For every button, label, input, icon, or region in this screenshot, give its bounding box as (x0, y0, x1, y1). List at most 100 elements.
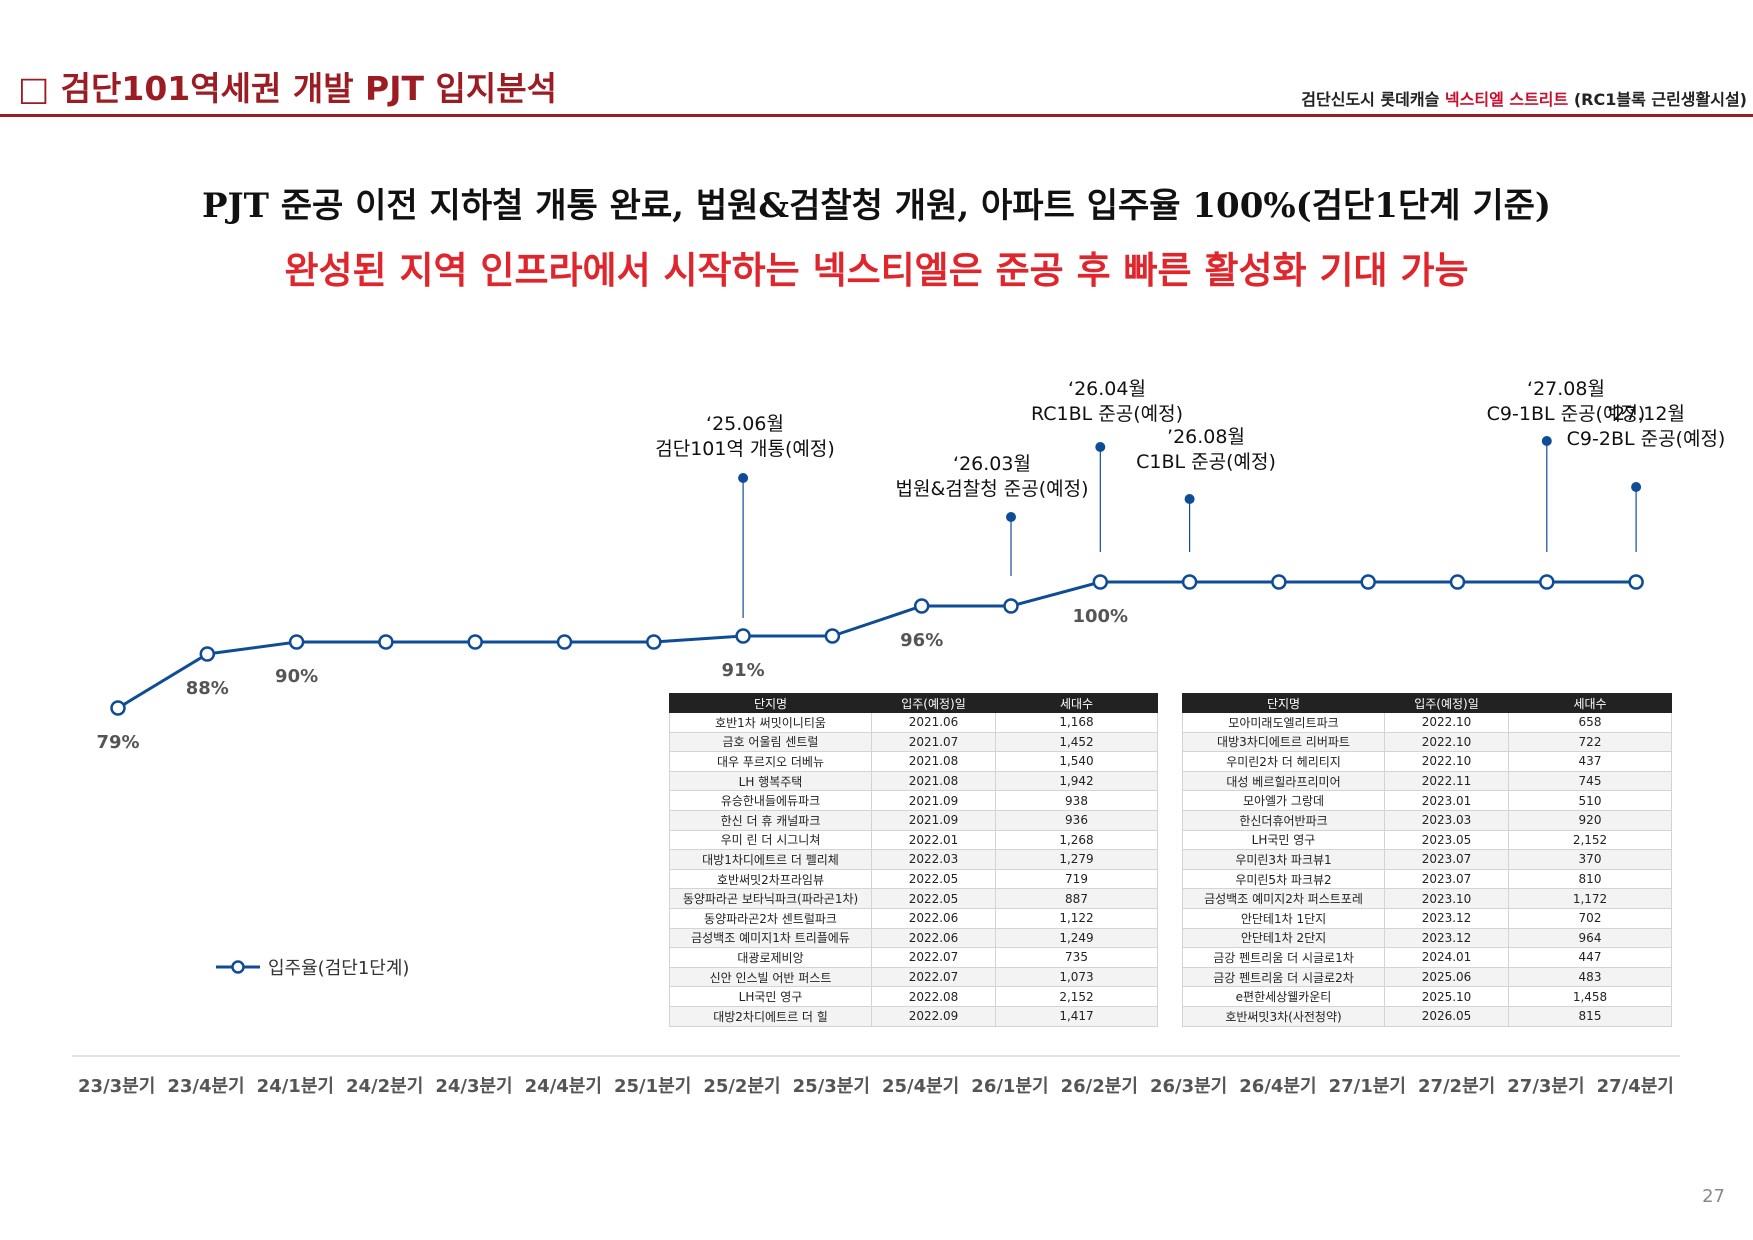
annotation-label: ‘26.03월 (953, 453, 1031, 475)
x-tick-label: 24/4분기 (524, 1076, 602, 1097)
table-cell: 호반써밋3차(사전청약) (1182, 1005, 1385, 1027)
table-cell: 735 (995, 947, 1158, 968)
headline-highlight: 완성된 지역 인프라에서 시작하는 넥스티엘은 준공 후 빠른 활성화 기대 가… (284, 248, 1469, 292)
table-cell: 964 (1508, 927, 1672, 949)
series-line (117, 580, 1637, 710)
annotation-label: ‘26.04월 (1068, 378, 1146, 400)
table-cell: 2026.05 (1384, 1005, 1509, 1027)
annotation-label: ’26.08월 (1167, 426, 1245, 448)
complex-table-1: 단지명 입주(예정)일 세대수 호반1차 써밋이니티움 2021.06 1,168 금호 … (669, 693, 1158, 1027)
data-point (1181, 574, 1198, 590)
data-point (735, 628, 751, 644)
data-point (913, 598, 930, 614)
table-cell: 2,152 (995, 986, 1158, 1007)
table-cell: 유승한내들에듀파크 (669, 790, 872, 811)
table-row: 호반써밋2차프라임뷰 2022.05 719 (669, 868, 1158, 890)
table-cell: 모아미래도엘리트파크 (1182, 712, 1385, 733)
table-cell: 447 (1508, 947, 1672, 968)
data-label: 100% (1072, 606, 1128, 627)
data-point (1539, 574, 1555, 590)
table-cell: 2024.01 (1384, 947, 1509, 968)
x-tick-label: 26/2분기 (1060, 1076, 1138, 1097)
table-row: 우미린5차 파크뷰2 2023.07 810 (1182, 868, 1672, 890)
table-cell: 2022.07 (871, 966, 996, 988)
table-cell: 우미린5차 파크뷰2 (1182, 868, 1385, 890)
table-cell: 1,268 (995, 829, 1158, 851)
table-cell: 719 (995, 868, 1158, 890)
table-cell: 동양파라곤2차 센트럴파크 (669, 907, 872, 929)
annotation-dot (1631, 482, 1642, 492)
table-cell: 2022.05 (871, 888, 996, 909)
table-row: 안단테1차 1단지 2023.12 702 (1182, 907, 1672, 929)
table-cell: 2023.10 (1384, 888, 1509, 909)
x-tick-label: 24/3분기 (435, 1076, 513, 1097)
data-label: 90% (275, 666, 318, 687)
table-cell: 2023.03 (1384, 809, 1509, 831)
header-divider (0, 114, 1753, 117)
table-row: LH 행복주택 2021.08 1,942 (669, 770, 1158, 792)
table-row: 금강 펜트리움 더 시글로2차 2025.06 483 (1182, 966, 1672, 988)
table-row: 우미 린 더 시그니쳐 2022.01 1,268 (669, 829, 1158, 851)
table-cell: 2023.07 (1384, 868, 1509, 890)
table-cell: 1,073 (995, 966, 1158, 988)
table-row: LH국민 영구 2022.08 2,152 (669, 986, 1158, 1007)
table-cell: 1,452 (995, 731, 1158, 753)
annotation-label: ‘27.08월 (1527, 378, 1605, 400)
table-cell: 2023.12 (1384, 907, 1509, 929)
table-cell: 2025.10 (1384, 986, 1509, 1007)
annotation-label: 법원&검찰청 준공(예정) (895, 478, 1088, 500)
table-row: 안단테1차 2단지 2023.12 964 (1182, 927, 1672, 949)
table-header-cell: 단지명 (669, 693, 872, 713)
table-cell: 936 (995, 809, 1158, 831)
x-tick-label: 23/3분기 (78, 1076, 156, 1097)
x-tick-label: 25/2분기 (703, 1076, 781, 1097)
table-row: 호반1차 써밋이니티움 2021.06 1,168 (669, 712, 1158, 733)
x-tick-label: 27/2분기 (1417, 1076, 1496, 1097)
table-cell: 437 (1508, 751, 1672, 772)
data-label: 96% (900, 630, 943, 651)
x-tick-label: 26/1분기 (971, 1076, 1049, 1097)
table-cell: 2022.06 (871, 907, 996, 929)
table-cell: 호반써밋2차프라임뷰 (669, 868, 872, 890)
table-cell: 2021.08 (871, 751, 996, 772)
table-cell: 2023.12 (1384, 927, 1509, 949)
table-cell: 1,168 (995, 712, 1158, 733)
table-cell: 금성백조 예미지2차 퍼스트포레 (1182, 888, 1385, 909)
page-title: □ 검단101역세권 개발 PJT 입지분석 (18, 69, 557, 108)
table-row: 한신더휴어반파크 2023.03 920 (1182, 809, 1672, 831)
table-cell: 호반1차 써밋이니티움 (669, 712, 872, 733)
data-point (1360, 574, 1376, 590)
table-cell: 2022.07 (871, 947, 996, 968)
table-cell: 2023.07 (1384, 849, 1509, 870)
annotation-dot (1095, 442, 1106, 452)
table-cell: 2022.06 (871, 927, 996, 949)
table-header-cell: 단지명 (1182, 693, 1385, 713)
data-point (646, 634, 662, 650)
table-row: 우미린3차 파크뷰1 2023.07 370 (1182, 849, 1672, 870)
subtitle-suffix: (RC1블록 근린생활시설) (1568, 90, 1747, 109)
table-cell: 대방3차디에트르 리버파트 (1182, 731, 1385, 753)
table-cell: LH국민 영구 (669, 986, 872, 1007)
annotation-label: RC1BL 준공(예정) (1031, 403, 1183, 425)
subtitle-accent: 넥스티엘 스트리트 (1444, 90, 1569, 109)
table-cell: 2022.05 (871, 868, 996, 890)
table-row: 금성백조 예미지1차 트리플에듀 2022.06 1,249 (669, 927, 1158, 949)
table-cell: 안단테1차 2단지 (1182, 927, 1385, 949)
table-cell: 810 (1508, 868, 1672, 890)
table-row: 대우 푸르지오 더베뉴 2021.08 1,540 (669, 751, 1158, 772)
table-cell: 2022.08 (871, 986, 996, 1007)
table-cell: 한신 더 휴 캐널파크 (669, 809, 872, 831)
table-cell: 2021.08 (871, 770, 996, 792)
legend-line-marker-icon (216, 960, 260, 974)
x-tick-label: 25/1분기 (613, 1076, 692, 1097)
table-cell: 대방1차디에트르 더 펠리체 (669, 849, 872, 870)
table-cell: 2021.09 (871, 790, 996, 811)
x-tick-label: 27/1분기 (1328, 1076, 1406, 1097)
table-cell: 2022.10 (1384, 712, 1509, 733)
table-cell: 745 (1508, 770, 1672, 792)
annotation-dot (1184, 494, 1195, 504)
table-row: 신안 인스빌 어반 퍼스트 2022.07 1,073 (669, 966, 1158, 988)
x-axis-labels: 23/3분기 23/4분기 24/1분기 24/2분기 24/3분기 24/4분기 25/1… (72, 1072, 1680, 1098)
table-cell: 2023.01 (1384, 790, 1509, 811)
data-point (1003, 598, 1019, 614)
